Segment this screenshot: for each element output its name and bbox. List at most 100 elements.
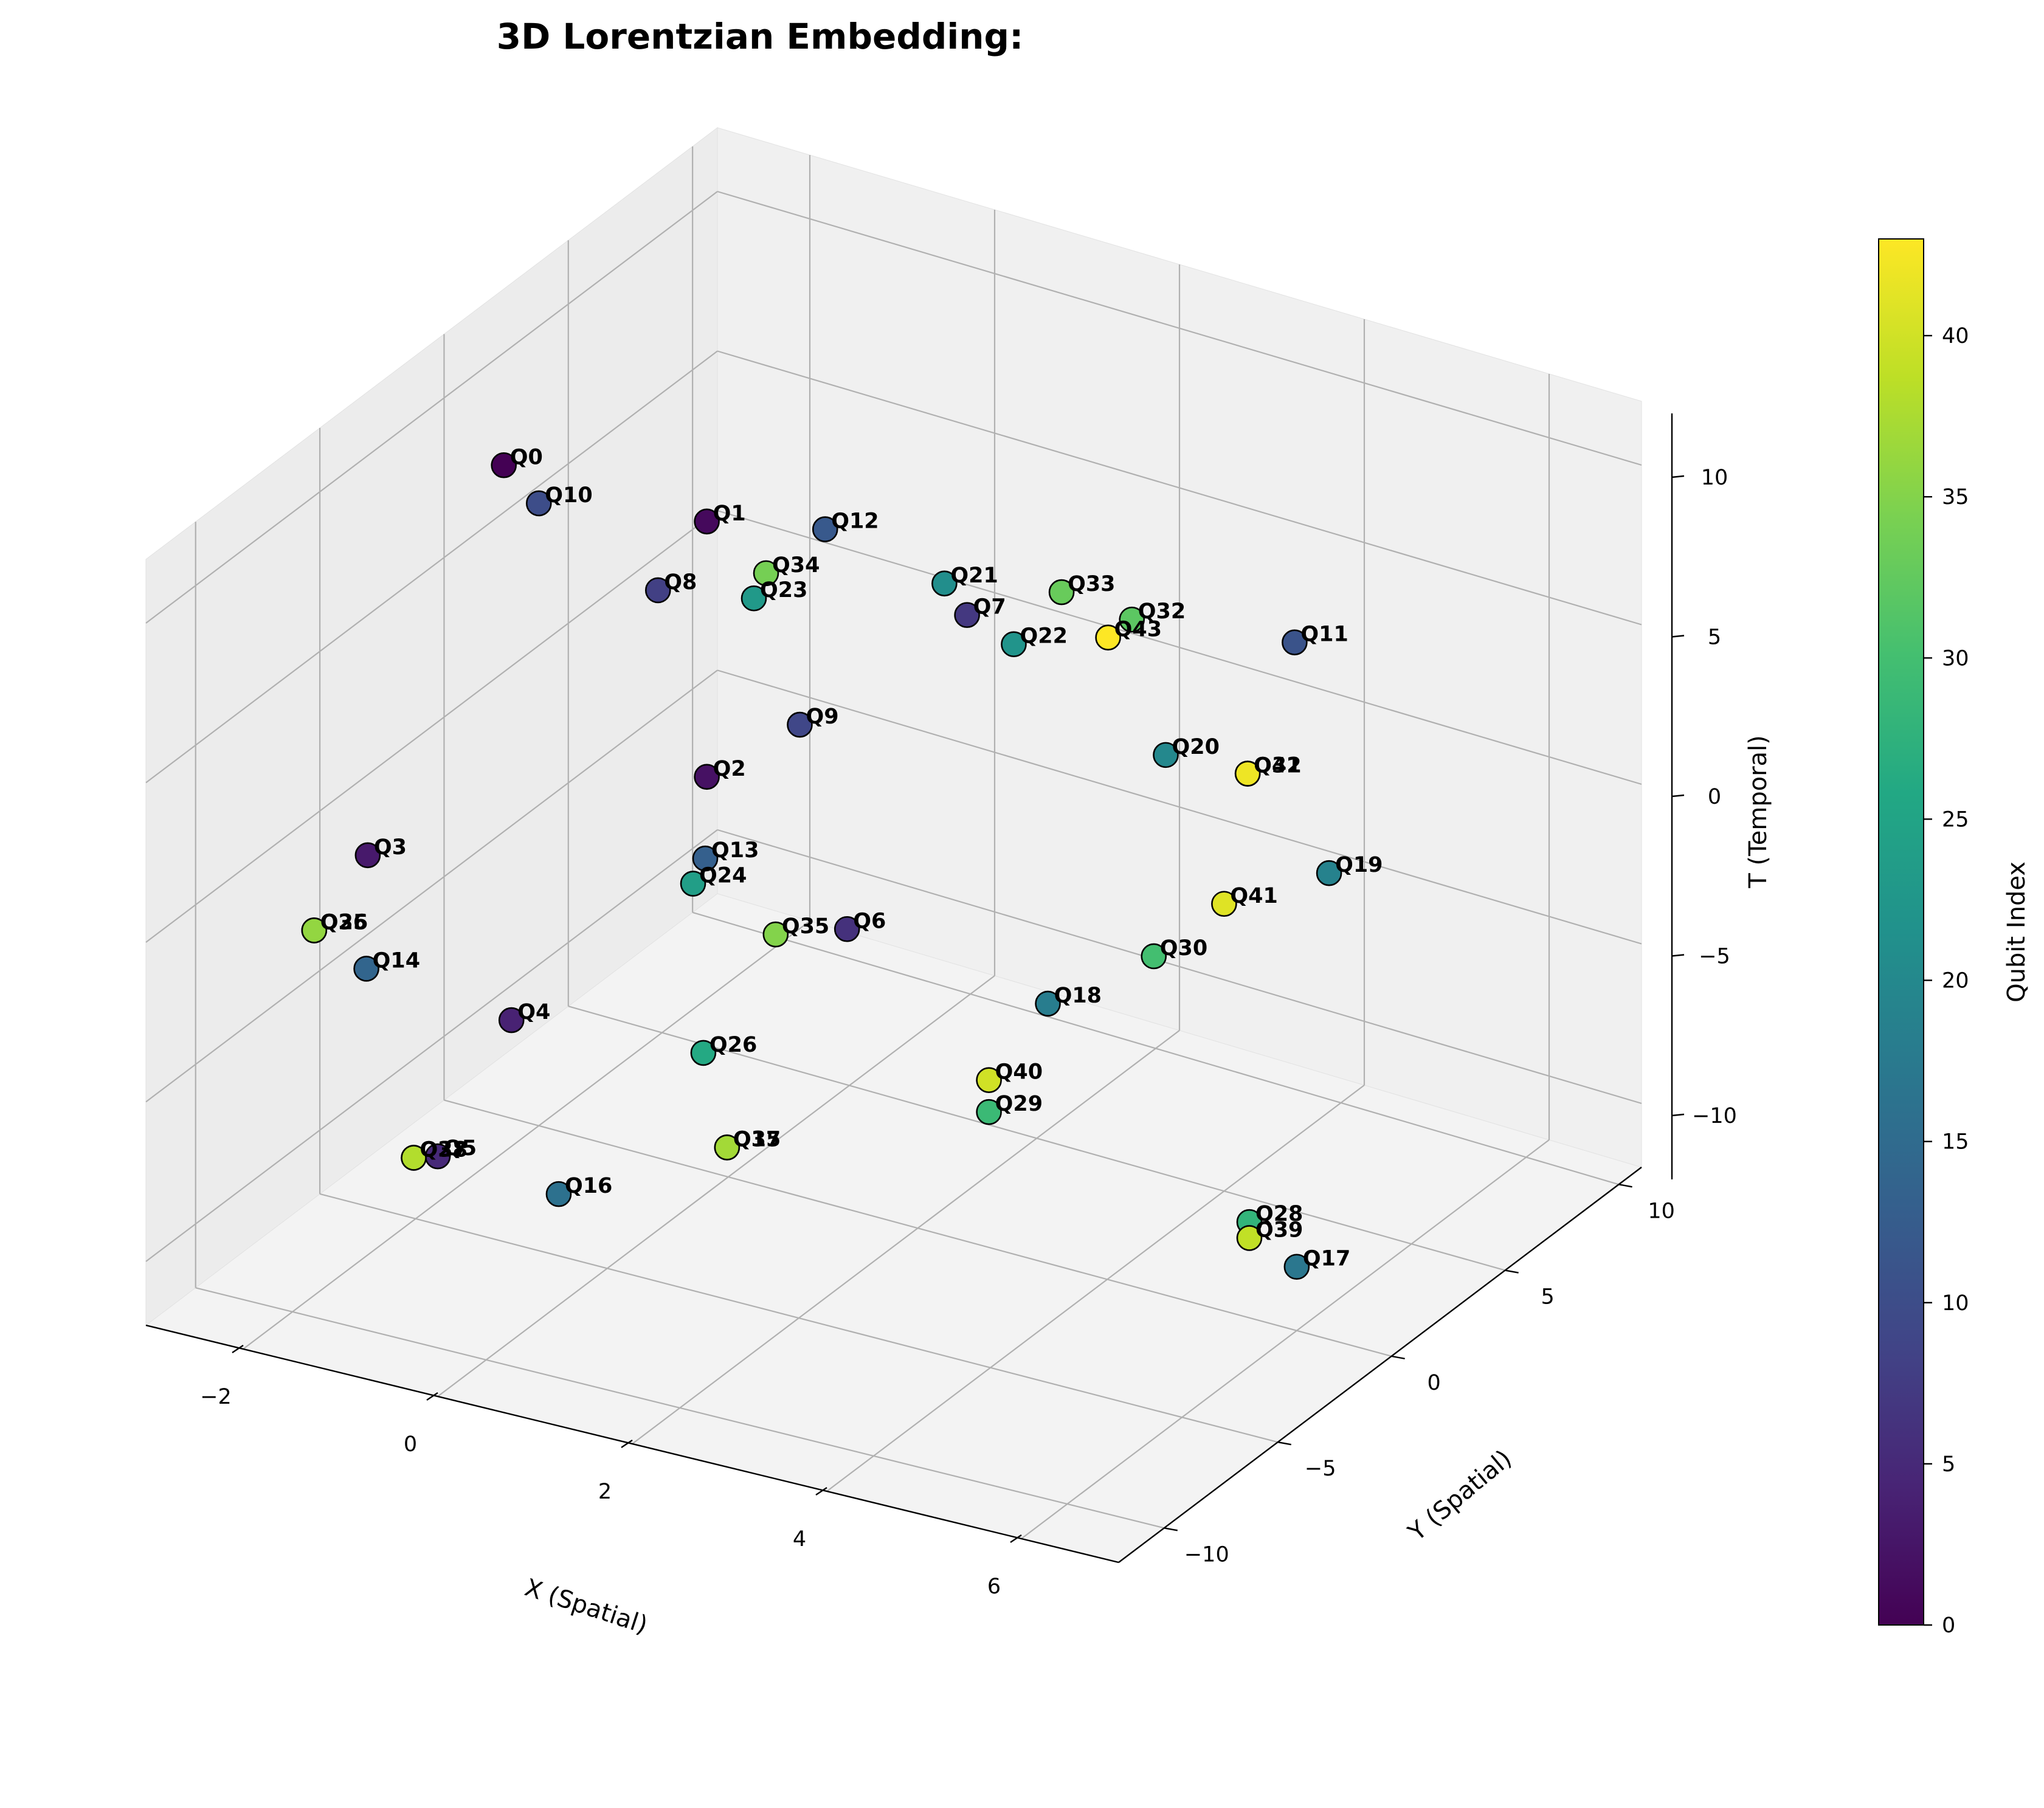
label-q9: Q9 bbox=[806, 705, 838, 729]
point-q23 bbox=[741, 585, 767, 612]
label-q37: Q37 bbox=[733, 1127, 781, 1151]
point-q10 bbox=[525, 490, 552, 517]
grid-line-t-back bbox=[717, 350, 1642, 626]
y-axis-label: Y (Spatial) bbox=[1403, 1444, 1517, 1547]
grid-line-t-left bbox=[145, 191, 718, 624]
label-q23: Q23 bbox=[760, 578, 807, 602]
point-q4 bbox=[498, 1007, 525, 1033]
y-tick-mark bbox=[1391, 1355, 1405, 1360]
label-q16: Q16 bbox=[565, 1174, 612, 1198]
label-q33: Q33 bbox=[1068, 572, 1115, 596]
label-q35: Q35 bbox=[782, 914, 829, 939]
point-q0 bbox=[491, 452, 517, 478]
point-q34 bbox=[753, 560, 779, 587]
grid-line-t-left bbox=[145, 829, 718, 1262]
point-q3 bbox=[354, 842, 381, 869]
x-tick-label: 4 bbox=[793, 1527, 806, 1551]
label-q29: Q29 bbox=[995, 1092, 1043, 1116]
point-q35 bbox=[762, 921, 789, 948]
label-q20: Q20 bbox=[1172, 735, 1219, 759]
scatter-points bbox=[301, 452, 1342, 1280]
tick-labels: −2 0 2 4 6 −10 −5 0 5 10 −10 −5 0 5 10 bbox=[200, 466, 1737, 1599]
label-q31: Q31 bbox=[1254, 754, 1301, 778]
label-q5: Q5 bbox=[444, 1136, 477, 1161]
colorbar-tick-label: 15 bbox=[1942, 1130, 1969, 1154]
point-q38 bbox=[401, 1145, 427, 1171]
label-q1: Q1 bbox=[713, 502, 746, 526]
point-q20 bbox=[1153, 742, 1179, 768]
label-q14: Q14 bbox=[373, 948, 420, 973]
grid-line-y-floor bbox=[195, 1287, 1165, 1529]
label-q6: Q6 bbox=[853, 909, 886, 933]
y-tick-mark bbox=[1618, 1184, 1632, 1188]
label-q30: Q30 bbox=[1160, 936, 1207, 961]
label-q15: Q15 bbox=[733, 1127, 781, 1151]
colorbar-tick-label: 20 bbox=[1942, 969, 1969, 993]
point-q42 bbox=[1234, 761, 1261, 787]
grid-line-y-floor bbox=[692, 911, 1619, 1185]
z-tick-mark bbox=[1671, 1113, 1685, 1117]
z-tick-label: 0 bbox=[1708, 785, 1721, 809]
point-q41 bbox=[1211, 891, 1237, 917]
label-q43: Q43 bbox=[1114, 618, 1162, 642]
label-q18: Q18 bbox=[1054, 984, 1102, 1008]
x-tick-label: 0 bbox=[404, 1432, 417, 1457]
x-tick-mark bbox=[621, 1440, 633, 1448]
z-tick-label: 10 bbox=[1701, 466, 1728, 490]
label-q36: Q36 bbox=[320, 910, 368, 934]
label-q4: Q4 bbox=[517, 1000, 550, 1024]
grid-line-y-floor bbox=[568, 1006, 1505, 1271]
grid-line-y-floor bbox=[319, 1193, 1279, 1443]
point-q6 bbox=[834, 916, 860, 942]
point-q24 bbox=[680, 871, 706, 897]
point-q40 bbox=[976, 1067, 1002, 1093]
chart-title: 3D Lorentzian Embedding: bbox=[497, 16, 1024, 57]
z-tick-mark bbox=[1671, 794, 1685, 798]
label-q13: Q13 bbox=[711, 838, 759, 863]
z-tick-mark bbox=[1671, 954, 1685, 957]
point-q39 bbox=[1236, 1225, 1263, 1251]
point-q2 bbox=[694, 764, 720, 790]
label-q27: Q27 bbox=[420, 1137, 468, 1162]
y-tick-mark bbox=[1505, 1269, 1519, 1274]
point-q26 bbox=[690, 1040, 717, 1066]
point-q30 bbox=[1141, 943, 1167, 970]
y-tick-label: 10 bbox=[1648, 1199, 1675, 1223]
label-q21: Q21 bbox=[950, 564, 998, 588]
y-tick-label: 0 bbox=[1428, 1371, 1441, 1395]
label-q8: Q8 bbox=[664, 570, 697, 595]
label-q41: Q41 bbox=[1230, 884, 1277, 908]
grid-line-t-back bbox=[717, 190, 1642, 466]
z-tick-label: −5 bbox=[1699, 945, 1730, 969]
label-q7: Q7 bbox=[973, 595, 1006, 619]
grid-line-t-back bbox=[717, 509, 1642, 785]
point-q16 bbox=[545, 1181, 572, 1207]
colorbar-tick-label: 10 bbox=[1942, 1291, 1969, 1316]
label-q32: Q32 bbox=[1138, 599, 1186, 624]
y-tick-label: 5 bbox=[1541, 1285, 1555, 1309]
label-q40: Q40 bbox=[995, 1060, 1043, 1085]
grid-line-x-floor bbox=[632, 1030, 1180, 1444]
point-q17 bbox=[1283, 1254, 1310, 1280]
point-q43 bbox=[1095, 624, 1121, 650]
point-q29 bbox=[976, 1099, 1002, 1125]
colorbar-tick-label: 0 bbox=[1942, 1613, 1955, 1638]
point-q18 bbox=[1035, 990, 1061, 1017]
z-tick-mark bbox=[1671, 635, 1685, 638]
y-tick-label: −10 bbox=[1184, 1542, 1229, 1567]
x-tick-mark bbox=[426, 1392, 438, 1401]
label-q12: Q12 bbox=[831, 509, 879, 534]
label-q3: Q3 bbox=[374, 835, 407, 860]
grid-line-y-floor bbox=[444, 1099, 1392, 1357]
point-q1 bbox=[694, 508, 720, 535]
grid-line-x-floor bbox=[1021, 1139, 1550, 1539]
label-q42: Q42 bbox=[1254, 754, 1301, 778]
x-axis-label: X (Spatial) bbox=[522, 1573, 651, 1639]
label-q22: Q22 bbox=[1020, 624, 1067, 649]
colorbar-tick-label: 35 bbox=[1942, 485, 1969, 509]
point-q13 bbox=[692, 845, 719, 872]
label-q17: Q17 bbox=[1303, 1247, 1350, 1271]
label-q2: Q2 bbox=[713, 757, 746, 781]
label-q38: Q38 bbox=[420, 1137, 468, 1162]
point-q12 bbox=[812, 516, 838, 542]
